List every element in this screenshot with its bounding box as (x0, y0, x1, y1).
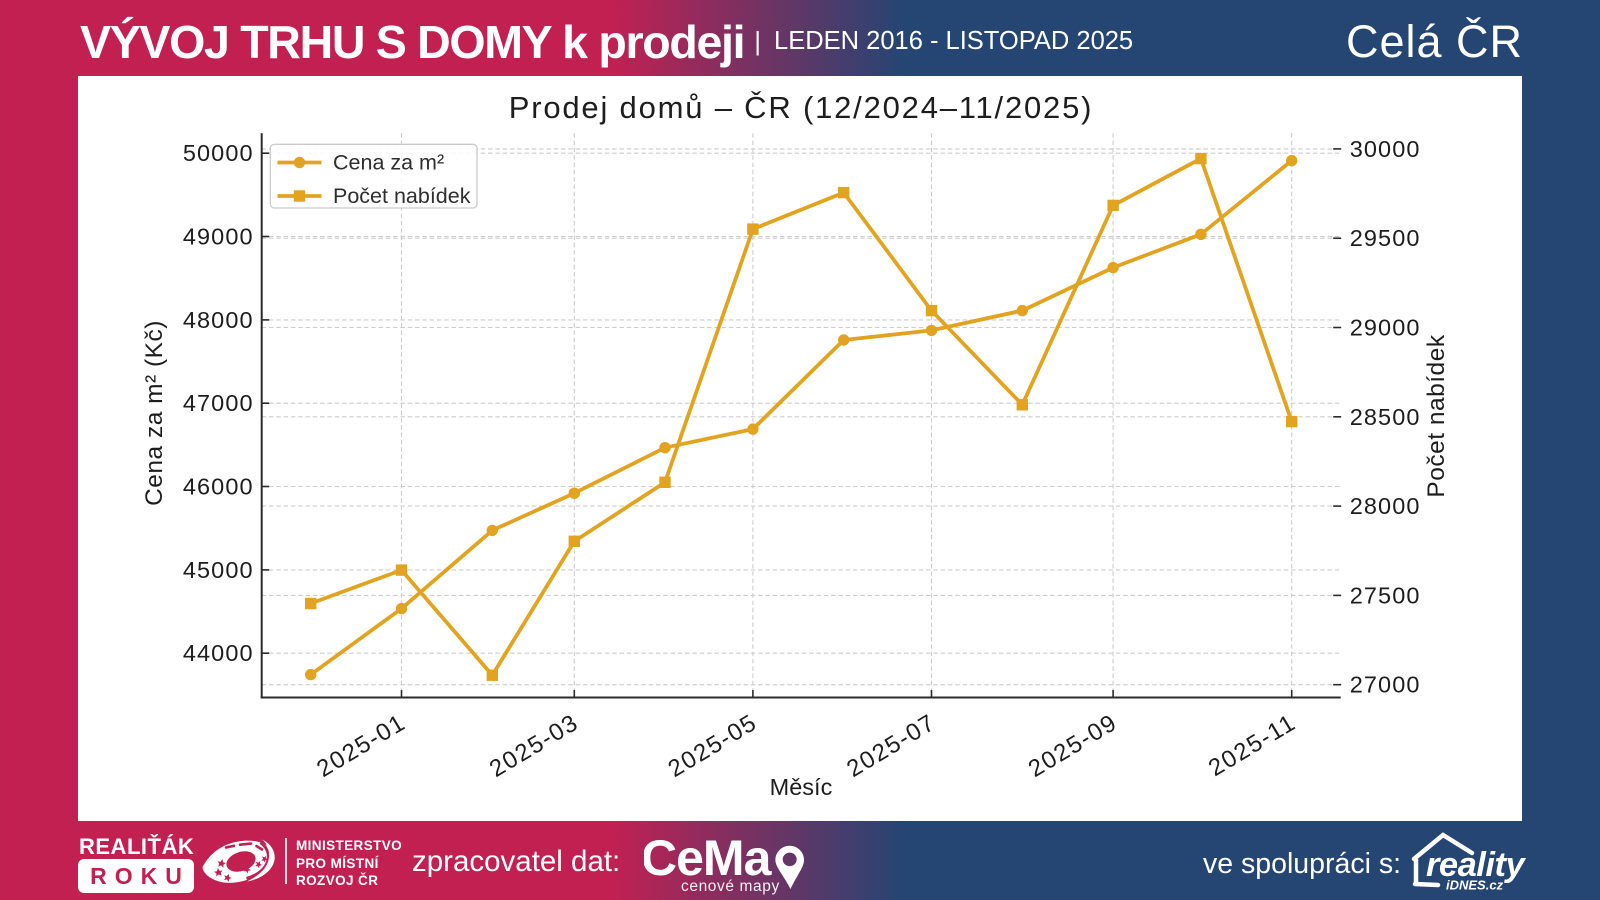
svg-text:Cena za m²: Cena za m² (333, 151, 444, 175)
svg-text:Prodej domů – ČR (12/2024–11/2: Prodej domů – ČR (12/2024–11/2025) (509, 90, 1094, 125)
svg-text:2025-11: 2025-11 (1204, 709, 1301, 782)
svg-text:reality: reality (1426, 846, 1526, 884)
svg-text:2025-09: 2025-09 (1024, 709, 1122, 783)
svg-text:46000: 46000 (183, 474, 254, 500)
svg-text:CeMa: CeMa (644, 830, 773, 886)
svg-text:44000: 44000 (183, 640, 254, 666)
svg-text:27000: 27000 (1350, 672, 1421, 698)
svg-text:2025-03: 2025-03 (485, 709, 583, 783)
svg-text:45000: 45000 (183, 557, 254, 583)
svg-text:49000: 49000 (183, 224, 254, 250)
svg-text:50000: 50000 (183, 140, 254, 166)
svg-text:cenové mapy: cenové mapy (681, 878, 780, 895)
svg-text:iDNES.cz: iDNES.cz (1446, 878, 1504, 893)
svg-text:48000: 48000 (183, 307, 254, 333)
svg-text:Počet nabídek: Počet nabídek (333, 184, 471, 208)
svg-text:Měsíc: Měsíc (770, 774, 833, 800)
svg-text:30000: 30000 (1350, 136, 1421, 162)
svg-text:28500: 28500 (1350, 404, 1421, 430)
svg-text:47000: 47000 (183, 390, 254, 416)
svg-text:27500: 27500 (1350, 582, 1421, 608)
svg-text:2025-01: 2025-01 (312, 709, 410, 783)
svg-text:28000: 28000 (1350, 493, 1421, 519)
svg-text:2025-05: 2025-05 (664, 709, 762, 783)
svg-text:29000: 29000 (1350, 315, 1421, 341)
svg-text:29500: 29500 (1350, 225, 1421, 251)
svg-text:Cena za m² (Kč): Cena za m² (Kč) (141, 320, 168, 506)
svg-text:2025-07: 2025-07 (842, 709, 940, 783)
svg-text:Počet nabídek: Počet nabídek (1423, 334, 1450, 497)
